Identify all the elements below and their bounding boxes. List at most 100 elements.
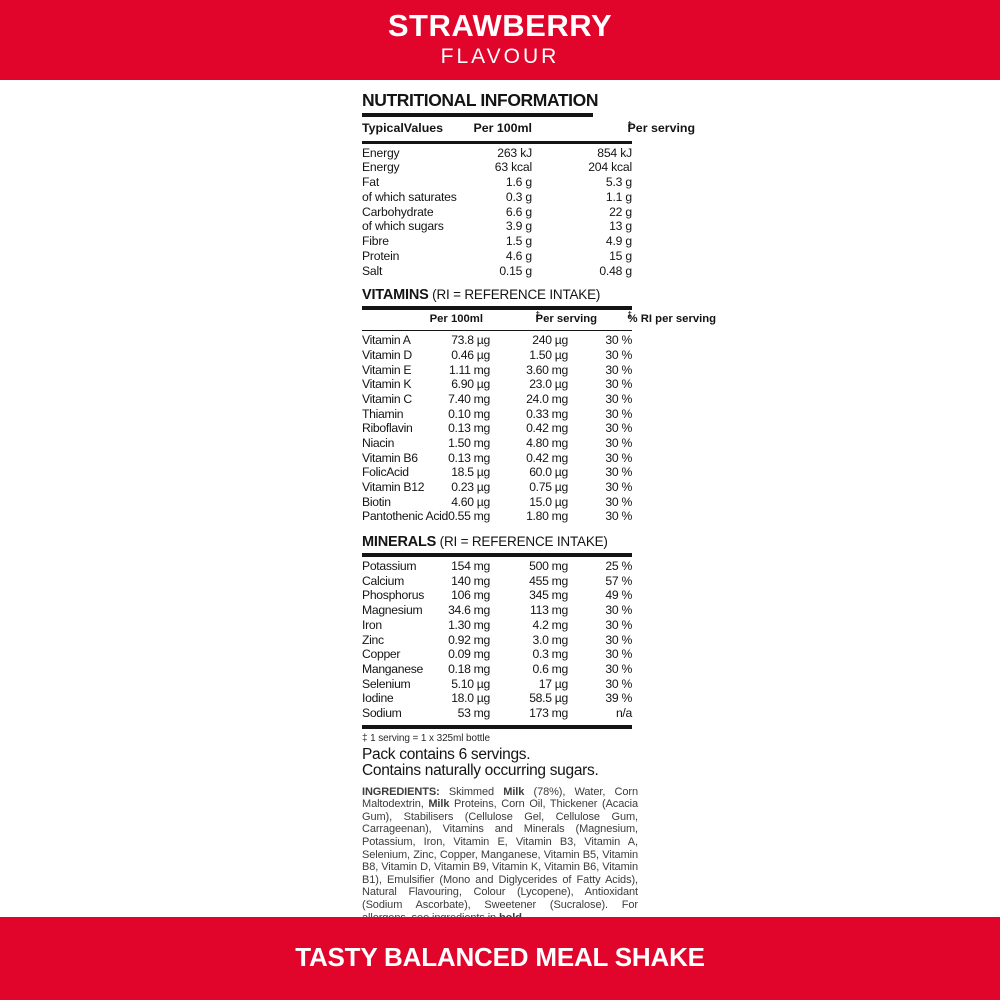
row-value: 1.6 g	[505, 175, 532, 190]
table-row: Vitamin K 6.90 µg 23.0 µg 30 %	[362, 377, 632, 392]
row-label: Magnesium	[362, 603, 423, 618]
row-value: 30 %	[605, 617, 632, 632]
row-value: 30 %	[605, 377, 632, 392]
row-label: Vitamin E	[362, 362, 412, 377]
table-row: FolicAcid 18.5 µg 60.0 µg 30 %	[362, 465, 632, 480]
nutrition-rows: Energy 263 kJ 854 kJ Energy 63 kcal 204 kcal F…	[362, 144, 632, 279]
table-row: Niacin 1.50 mg 4.80 mg 30 %	[362, 436, 632, 451]
row-value: 30 %	[605, 480, 632, 495]
row-value: 0.92 mg	[448, 632, 490, 647]
minerals-table: Potassium 154 mg 500 mg 25 % Calcium 140 mg 45…	[362, 557, 632, 723]
row-label: FolicAcid	[362, 465, 409, 480]
vitamins-table: Per 100ml Per serving ‡ % RI per serving…	[362, 309, 717, 526]
row-label: Potassium	[362, 559, 417, 574]
row-value: 30 %	[605, 362, 632, 377]
row-value: 0.18 mg	[448, 661, 490, 676]
nutrition-label: NUTRITIONAL INFORMATION TypicalValues Pe…	[362, 90, 717, 935]
row-value: 0.48 g	[599, 263, 632, 278]
natural-sugars-line: Contains naturally occurring sugars.	[362, 762, 599, 780]
row-value: 34.6 mg	[448, 603, 490, 618]
table-row: Manganese 0.18 mg 0.6 mg 30 %	[362, 662, 632, 677]
table-row: Thiamin 0.10 mg 0.33 mg 30 %	[362, 407, 632, 422]
flavour-title: STRAWBERRY	[387, 8, 613, 43]
row-value: 25 %	[605, 559, 632, 574]
vitamins-rows: Vitamin A 73.8 µg 240 µg 30 % Vitamin D 0.46 …	[362, 331, 632, 526]
table-row: of which saturates 0.3 g 1.1 g	[362, 190, 632, 205]
row-label: Protein	[362, 249, 400, 264]
table-row: Protein 4.6 g 15 g	[362, 249, 632, 264]
ingredients-text-run: Proteins, Corn Oil, Thickener (Acacia Gu…	[362, 798, 638, 923]
row-value: 1.5 g	[505, 234, 532, 249]
column-header-ri-label: % RI per serving	[627, 312, 717, 325]
row-label: Zinc	[362, 632, 384, 647]
row-value: 30 %	[605, 647, 632, 662]
column-header-per-serving: Per serving ‡	[536, 310, 598, 324]
row-label: Copper	[362, 647, 401, 662]
row-value: 15.0 µg	[529, 494, 568, 509]
table-row: Vitamin B12 0.23 µg 0.75 µg 30 %	[362, 480, 632, 495]
row-value: 6.6 g	[505, 204, 532, 219]
row-value: 4.2 mg	[532, 617, 569, 632]
column-header-per-100ml: Per 100ml	[473, 121, 532, 135]
row-label: Pantothenic Acid	[362, 509, 448, 524]
table-row: Sodium 53 mg 173 mg n/a	[362, 706, 632, 721]
row-value: 63 kcal	[494, 160, 532, 175]
table-row: Biotin 4.60 µg 15.0 µg 30 %	[362, 495, 632, 510]
table-row: Magnesium 34.6 mg 113 mg 30 %	[362, 603, 632, 618]
row-value: 30 %	[605, 333, 632, 348]
footnote-marker: ‡	[627, 309, 632, 319]
column-header-per-100ml: Per 100ml	[429, 312, 483, 325]
table-row: Vitamin C 7.40 mg 24.0 mg 30 %	[362, 392, 632, 407]
row-value: 15 g	[609, 249, 632, 264]
row-label: Niacin	[362, 435, 395, 450]
table-row: Selenium 5.10 µg 17 µg 30 %	[362, 677, 632, 692]
row-label: Manganese	[362, 661, 423, 676]
row-value: 39 %	[605, 691, 632, 706]
row-label: Vitamin A	[362, 333, 411, 348]
heading-rule	[362, 113, 593, 117]
flavour-subtitle: FLAVOUR	[440, 45, 560, 68]
table-row: Zinc 0.92 mg 3.0 mg 30 %	[362, 633, 632, 648]
table-row: Carbohydrate 6.6 g 22 g	[362, 205, 632, 220]
row-value: 4.60 µg	[451, 494, 490, 509]
minerals-title: MINERALS	[362, 534, 437, 551]
row-value: 0.42 mg	[526, 450, 568, 465]
closing-rule	[362, 724, 632, 729]
table-row: Calcium 140 mg 455 mg 57 %	[362, 574, 632, 589]
ingredients-bold-run: Milk	[503, 785, 525, 798]
column-header-per-serving-label: Per serving	[535, 312, 598, 325]
footnote-marker: ‡	[627, 119, 632, 129]
table-row: Phosphorus 106 mg 345 mg 49 %	[362, 588, 632, 603]
row-value: 240 µg	[532, 333, 568, 348]
row-value: 30 %	[605, 494, 632, 509]
row-label: Iodine	[362, 691, 394, 706]
column-header-per-serving-label: Per serving	[627, 121, 696, 135]
row-value: 1.11 mg	[448, 362, 490, 377]
column-header-ri-per-serving: % RI per serving ‡	[627, 309, 717, 324]
row-value: 263 kJ	[497, 145, 532, 160]
row-value: 455 mg	[529, 573, 568, 588]
row-value: 0.3 g	[505, 189, 532, 204]
table-row: Fibre 1.5 g 4.9 g	[362, 234, 632, 249]
table-row: Energy 263 kJ 854 kJ	[362, 146, 632, 161]
table-row: Copper 0.09 mg 0.3 mg 30 %	[362, 647, 632, 662]
tagline-text: TASTY BALANCED MEAL SHAKE	[295, 942, 705, 972]
row-value: 30 %	[605, 632, 632, 647]
row-value: 30 %	[605, 406, 632, 421]
table-row: Salt 0.15 g 0.48 g	[362, 264, 632, 279]
row-value: 13 g	[609, 219, 632, 234]
row-value: 0.09 mg	[448, 647, 490, 662]
row-value: 0.23 µg	[451, 480, 490, 495]
row-label: Vitamin D	[362, 347, 412, 362]
row-value: 6.90 µg	[451, 377, 490, 392]
table-row: Vitamin E 1.11 mg 3.60 mg 30 %	[362, 363, 632, 378]
row-label: Phosphorus	[362, 588, 425, 603]
row-label: Iron	[362, 617, 382, 632]
table-row: Vitamin B6 0.13 mg 0.42 mg 30 %	[362, 451, 632, 466]
row-value: 4.80 mg	[526, 435, 568, 450]
table-row: Iodine 18.0 µg 58.5 µg 39 %	[362, 691, 632, 706]
row-value: 18.5 µg	[451, 465, 490, 480]
row-label: Vitamin B12	[362, 480, 425, 495]
row-value: 854 kJ	[597, 145, 632, 160]
row-label: Vitamin K	[362, 377, 412, 392]
